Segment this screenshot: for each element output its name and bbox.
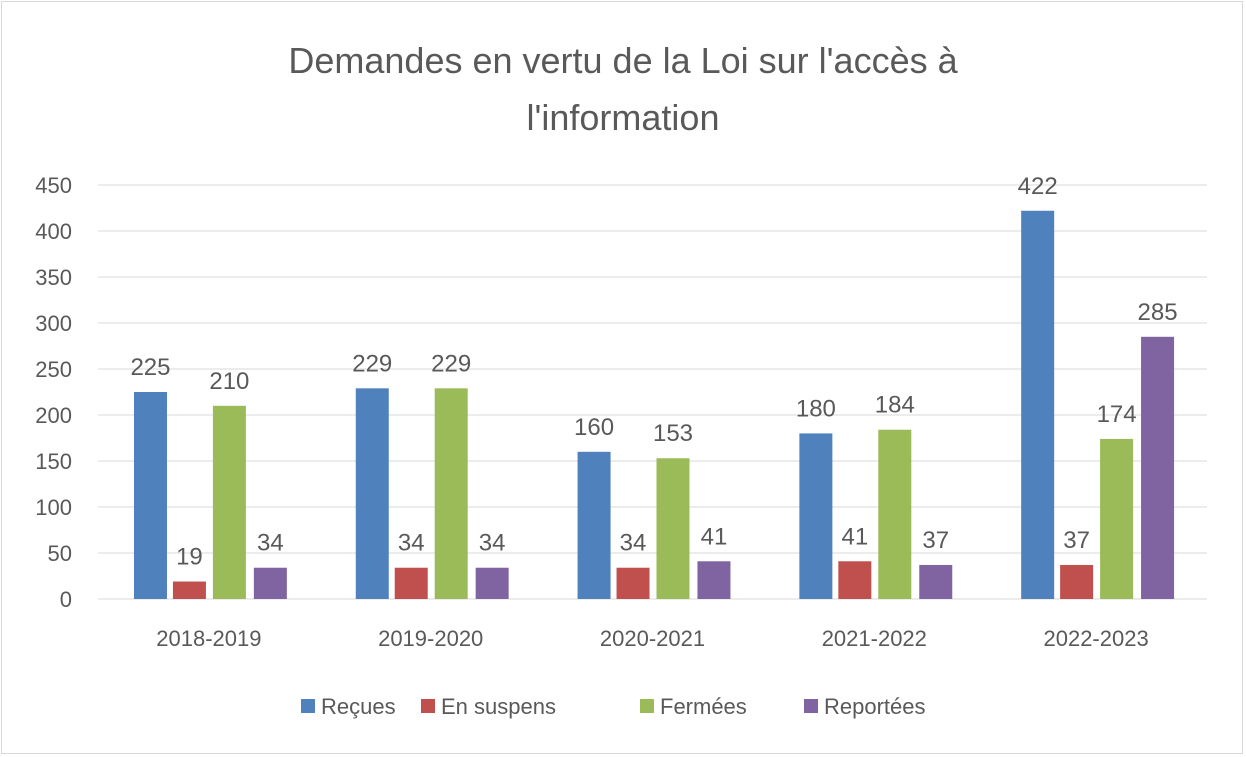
chart-title-line-1: Demandes en vertu de la Loi sur l'accès … [288,40,958,81]
bar-3-2 [697,561,731,599]
bar-2-2 [656,458,690,599]
bar-1-2 [616,567,650,599]
legend-swatch [421,699,435,713]
chart-title-line-2: l'information [527,97,720,138]
y-tick-label: 400 [35,219,72,244]
data-label: 180 [796,395,836,422]
bar-0-4 [1021,210,1055,599]
bar-3-1 [475,567,509,599]
bar-3-3 [919,564,953,599]
bar-1-0 [172,581,206,599]
data-label: 34 [479,530,506,557]
data-label: 184 [875,392,915,419]
bar-2-4 [1100,438,1134,599]
bar-3-4 [1141,336,1175,599]
y-tick-label: 200 [35,403,72,428]
x-tick-label: 2021-2022 [822,626,927,651]
data-label: 174 [1097,401,1137,428]
x-tick-label: 2018-2019 [156,626,261,651]
legend-swatch [640,699,654,713]
y-tick-label: 250 [35,357,72,382]
data-label: 37 [1063,527,1090,554]
data-label: 225 [130,354,170,381]
legend-swatch [804,699,818,713]
x-tick-label: 2019-2020 [378,626,483,651]
data-label: 37 [922,527,949,554]
bar-0-2 [577,451,611,599]
bar-1-4 [1060,564,1094,599]
data-label: 19 [176,544,203,571]
bar-2-1 [434,388,468,599]
x-tick-label: 2020-2021 [600,626,705,651]
bar-3-0 [253,567,287,599]
data-label: 229 [352,350,392,377]
legend-label: Fermées [660,694,747,719]
legend-label: Reçues [321,694,396,719]
data-label: 160 [574,414,614,441]
legend-label: En suspens [441,694,556,719]
bar-1-1 [394,567,428,599]
y-tick-label: 300 [35,311,72,336]
y-tick-label: 100 [35,495,72,520]
data-label: 34 [257,530,284,557]
y-tick-label: 150 [35,449,72,474]
bar-0-3 [799,433,833,599]
bar-1-3 [838,561,872,599]
data-label: 229 [431,350,471,377]
data-label: 34 [398,530,425,557]
data-label: 422 [1018,173,1058,200]
y-tick-label: 0 [60,587,72,612]
data-label: 41 [701,523,728,550]
data-label: 34 [620,530,647,557]
legend-swatch [301,699,315,713]
y-tick-label: 350 [35,265,72,290]
y-tick-label: 450 [35,173,72,198]
x-tick-label: 2022-2023 [1043,626,1148,651]
legend-label: Reportées [824,694,926,719]
bar-2-0 [212,405,246,599]
y-tick-label: 50 [48,541,72,566]
bar-0-0 [133,392,167,599]
data-label: 41 [841,523,868,550]
data-label: 210 [209,368,249,395]
bar-0-1 [355,388,389,599]
data-label: 285 [1138,299,1178,326]
data-label: 153 [653,420,693,447]
bar-2-3 [878,429,912,599]
